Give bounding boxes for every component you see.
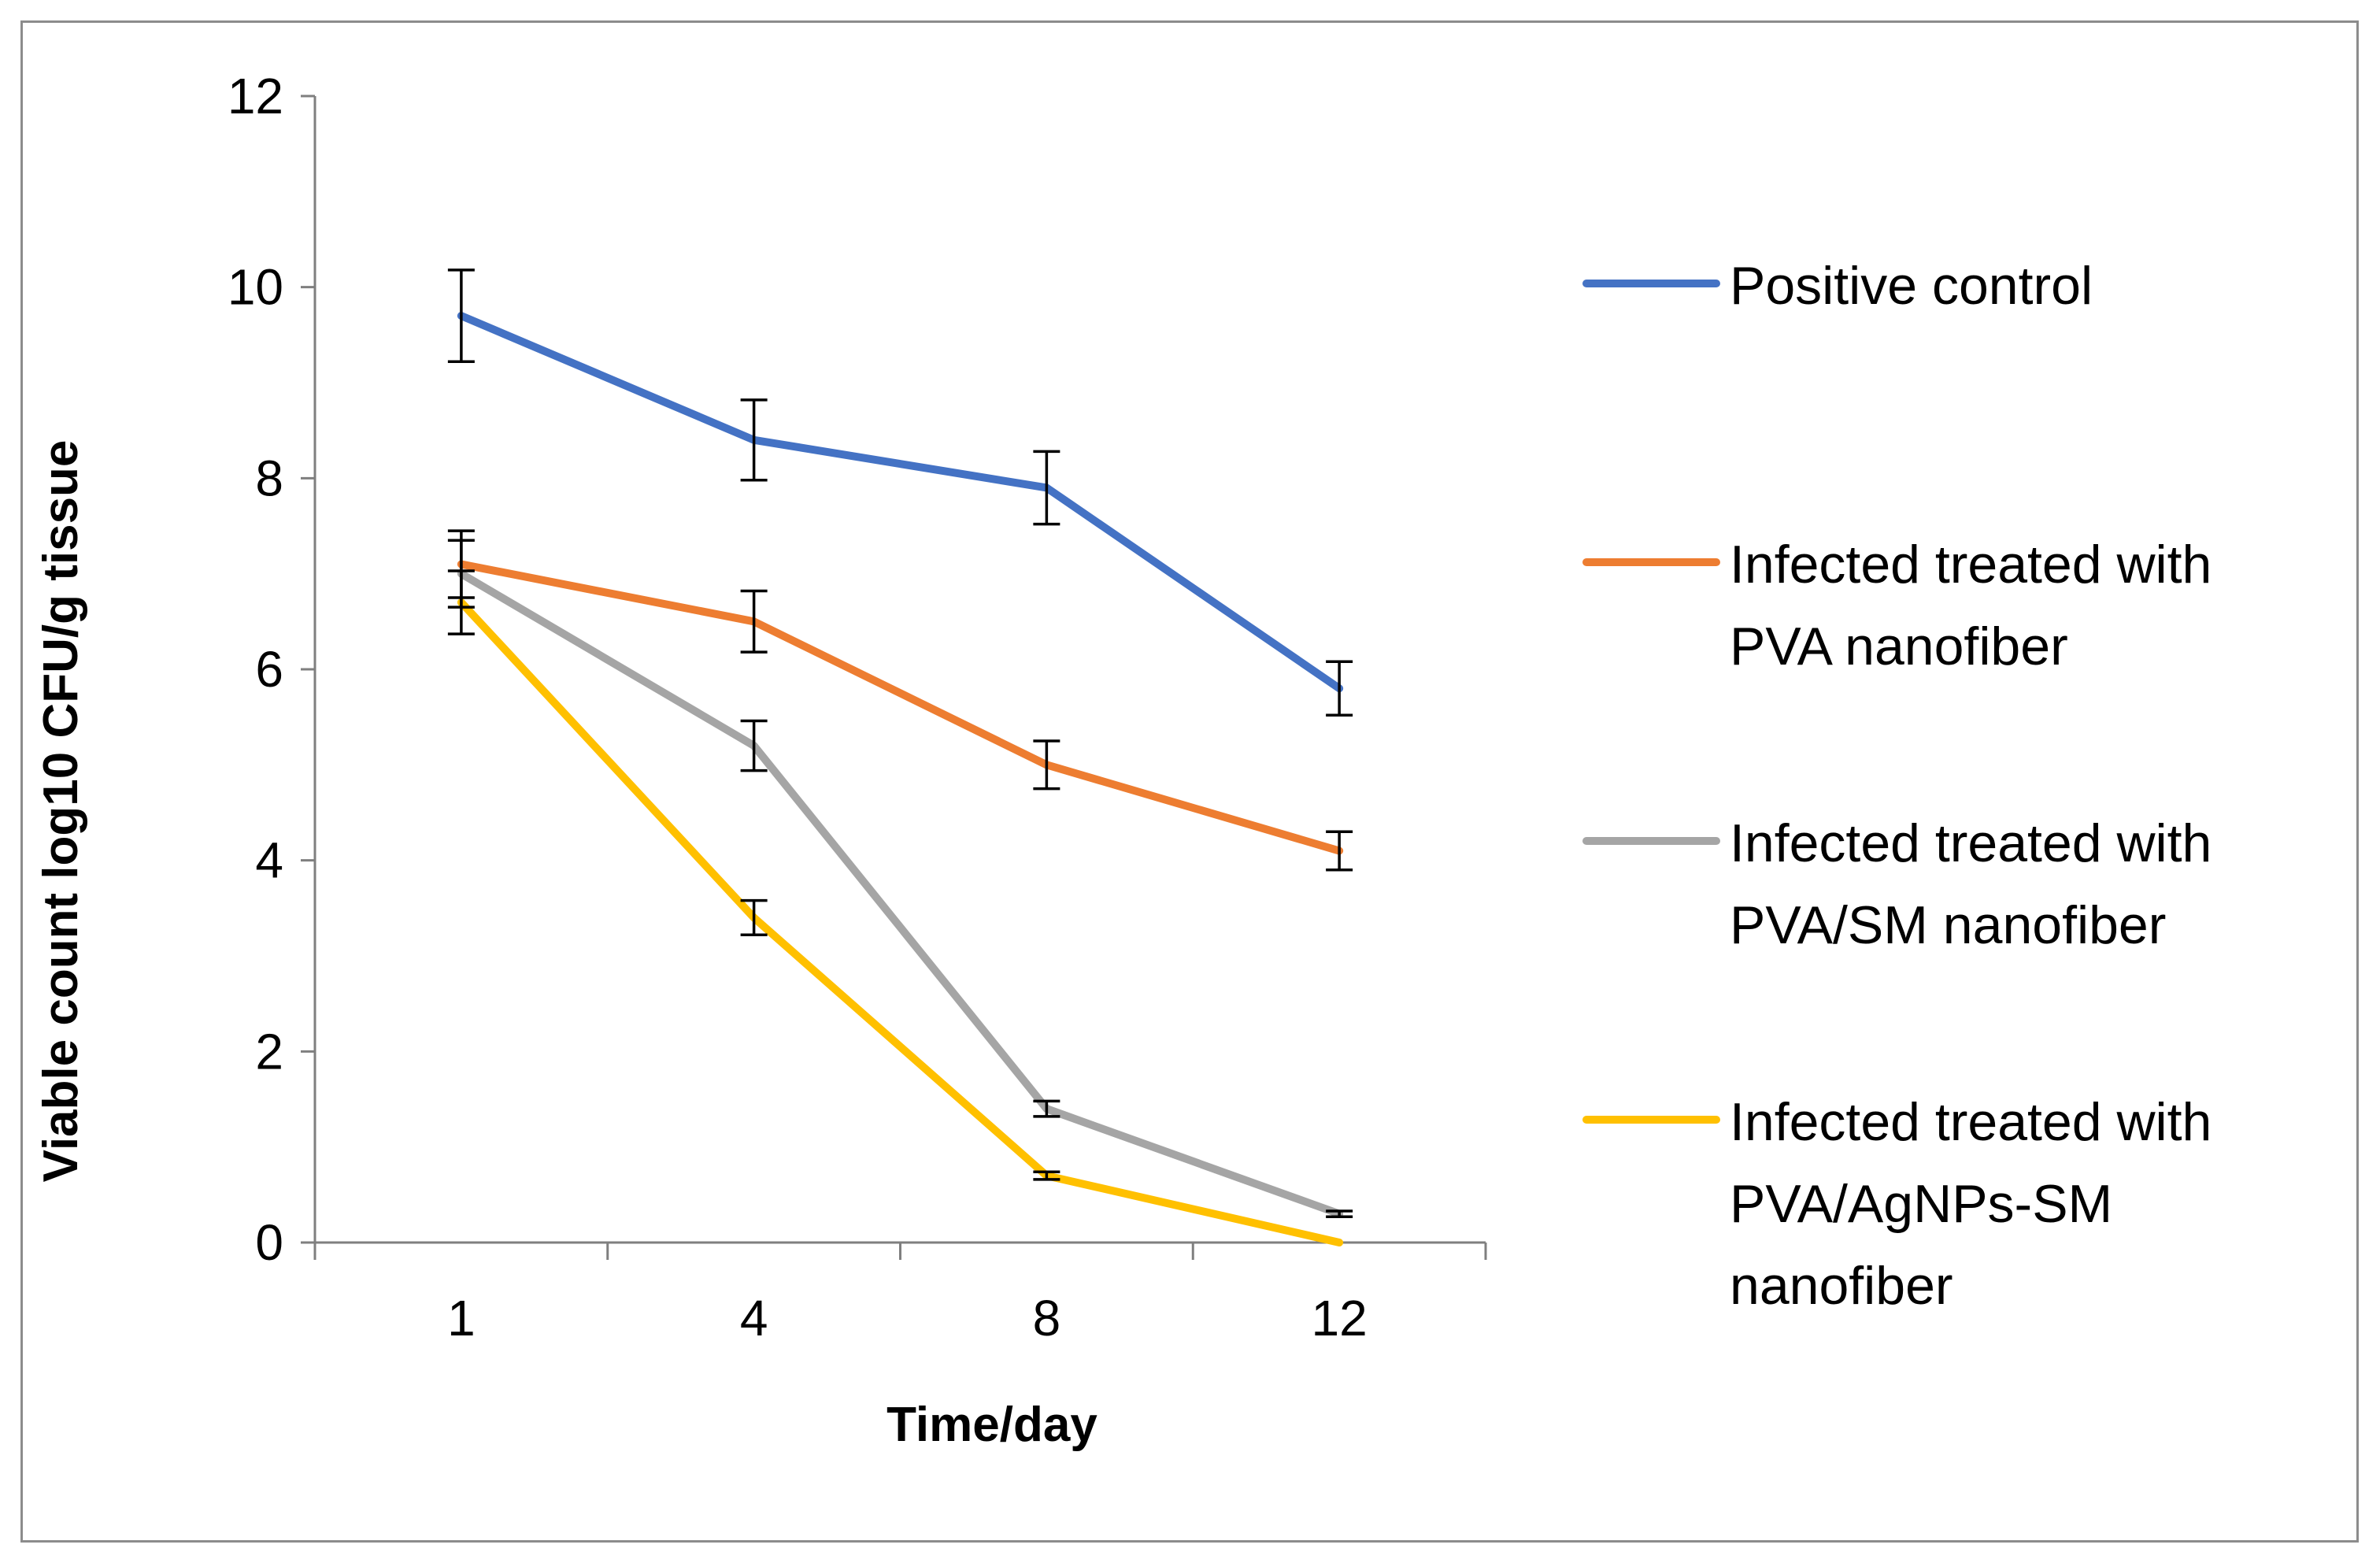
y-tick-label: 6	[255, 641, 283, 698]
x-tick-label: 12	[1312, 1290, 1368, 1346]
legend-label: Infected treated with	[1730, 813, 2212, 873]
legend-label: PVA/AgNPs-SM	[1730, 1174, 2112, 1234]
y-tick-label: 12	[228, 68, 283, 124]
series-line	[457, 569, 1344, 1218]
y-tick-label: 8	[255, 450, 283, 506]
chart-frame	[20, 20, 2359, 1543]
legend-label: PVA/SM nanofiber	[1730, 895, 2166, 955]
legend-label: Positive control	[1730, 256, 2093, 316]
x-tick-label: 4	[740, 1290, 768, 1346]
legend-label: PVA nanofiber	[1730, 617, 2068, 676]
legend-label: Infected treated with	[1730, 1092, 2212, 1152]
axes	[301, 94, 1487, 1260]
x-axis-title: Time/day	[886, 1398, 1097, 1452]
error-bars	[447, 269, 1353, 1218]
x-tick-label: 1	[447, 1290, 476, 1346]
series-line	[457, 598, 1344, 1246]
y-tick-label: 4	[255, 832, 283, 889]
legend-label: Infected treated with	[1730, 535, 2212, 594]
y-tick-label: 0	[255, 1214, 283, 1271]
y-tick-label: 10	[228, 259, 283, 316]
series-layer	[457, 312, 1344, 1246]
y-axis-title: Viable count log10 CFU/g tissue	[34, 440, 88, 1183]
legend: Positive control Infected treated with PVA…	[1582, 256, 2212, 1316]
x-tick-label: 8	[1033, 1290, 1061, 1346]
legend-label: nanofiber	[1730, 1256, 1953, 1316]
data-point	[1338, 1242, 1340, 1243]
y-tick-label: 2	[255, 1023, 283, 1080]
series-line	[457, 312, 1344, 693]
series-line	[457, 560, 1344, 855]
